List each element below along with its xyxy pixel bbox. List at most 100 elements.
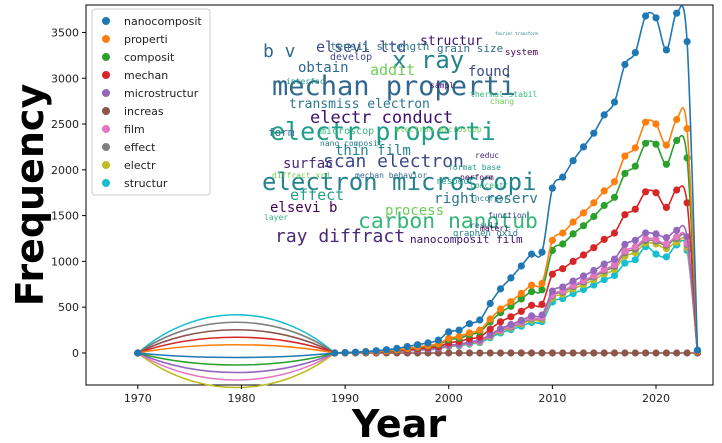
word-cloud-word: surfac — [283, 156, 334, 172]
legend-box — [91, 8, 211, 196]
data-point — [600, 349, 608, 357]
data-point — [683, 199, 691, 207]
data-point — [507, 349, 515, 357]
data-point — [631, 49, 639, 57]
data-point — [610, 98, 619, 106]
data-point — [403, 342, 411, 351]
series-line — [137, 352, 336, 389]
legend-marker — [102, 125, 110, 133]
data-point — [590, 281, 598, 289]
data-point — [693, 346, 702, 354]
legend-marker — [102, 17, 110, 25]
legend-label: microstructur — [124, 87, 199, 100]
word-cloud-word: electr conduct — [310, 108, 453, 128]
data-point — [590, 129, 598, 137]
data-point — [538, 300, 546, 308]
data-point — [455, 332, 463, 341]
word-cloud-word: format base — [448, 163, 501, 172]
data-point — [652, 14, 660, 22]
data-point — [579, 349, 588, 357]
data-point — [642, 234, 650, 243]
data-point — [507, 321, 515, 329]
data-point — [496, 285, 505, 293]
data-point — [600, 187, 608, 195]
data-point — [445, 349, 453, 357]
data-point — [517, 295, 525, 303]
data-point — [569, 257, 577, 265]
word-cloud-word: structur — [420, 34, 483, 49]
data-point — [631, 236, 639, 244]
word-cloud-word: b v — [263, 41, 296, 62]
word-cloud-word: materi — [480, 224, 509, 233]
word-cloud-word: layer — [264, 213, 288, 222]
data-point — [569, 349, 577, 357]
legend-label: effect — [124, 141, 156, 154]
data-point — [362, 348, 370, 356]
data-point — [662, 234, 671, 242]
data-point — [548, 270, 557, 278]
data-point — [517, 349, 525, 357]
data-point — [683, 233, 691, 241]
series-layer — [134, 5, 702, 389]
data-point — [673, 349, 681, 357]
word-cloud-word: electron microscopi — [262, 168, 537, 196]
y-tick-label: 3000 — [51, 72, 79, 85]
data-point — [610, 193, 619, 201]
data-point — [528, 312, 536, 320]
data-point — [559, 173, 567, 181]
data-point — [538, 286, 546, 294]
series-line — [137, 336, 335, 354]
word-cloud-word: nano composit — [320, 139, 383, 148]
data-point — [496, 318, 505, 326]
data-point — [631, 243, 639, 251]
data-point — [476, 326, 484, 334]
data-point — [652, 250, 660, 258]
data-point — [569, 277, 577, 285]
word-cloud-word: tensil strength — [330, 40, 429, 53]
legend-label: electr — [124, 159, 156, 172]
word-cloud-word: sampl — [430, 81, 454, 90]
series-line — [137, 343, 335, 354]
data-point — [652, 120, 660, 128]
data-point — [559, 283, 567, 291]
data-point — [631, 162, 639, 170]
data-point — [528, 288, 536, 296]
data-point — [517, 262, 525, 270]
legend-marker — [102, 161, 110, 169]
data-point — [507, 313, 515, 321]
data-point — [621, 211, 629, 219]
data-point — [683, 38, 691, 46]
data-point — [559, 265, 567, 273]
data-point — [486, 315, 494, 323]
word-cloud-background — [262, 28, 538, 246]
data-point — [642, 118, 650, 126]
data-point — [331, 349, 339, 357]
series-line — [137, 352, 336, 381]
data-point — [517, 316, 525, 324]
word-cloud-word: carbon nanotub — [358, 209, 538, 234]
word-cloud-word: electr properti — [270, 117, 496, 146]
data-point — [600, 235, 608, 243]
series-line — [137, 321, 336, 354]
data-point — [631, 144, 639, 152]
axis-ticks: 1970 1980 1990 2000 2010 2020 0 500 1000 1500 2000… — [51, 26, 670, 405]
word-cloud-word: grain size — [437, 42, 503, 55]
data-point — [610, 349, 619, 357]
word-cloud-word: scan electron — [323, 151, 464, 172]
word-cloud-word: thermal stabil — [470, 90, 538, 99]
data-point — [445, 334, 453, 342]
y-axis-label: Frequency — [8, 84, 52, 307]
data-point — [652, 230, 660, 238]
data-point — [673, 233, 681, 241]
data-point — [590, 199, 598, 207]
word-cloud-inset: mechan properti electron microscopi electr… — [262, 28, 538, 247]
word-cloud-word: transmiss electron — [289, 97, 430, 112]
data-point — [631, 205, 639, 213]
word-cloud-word: elsevi ltd — [316, 38, 406, 56]
legend-marker — [102, 143, 110, 151]
data-point — [621, 60, 629, 69]
x-axis-label: Year — [351, 402, 446, 443]
data-point — [393, 344, 401, 352]
word-cloud-word: function — [488, 211, 527, 220]
data-point — [351, 348, 360, 356]
